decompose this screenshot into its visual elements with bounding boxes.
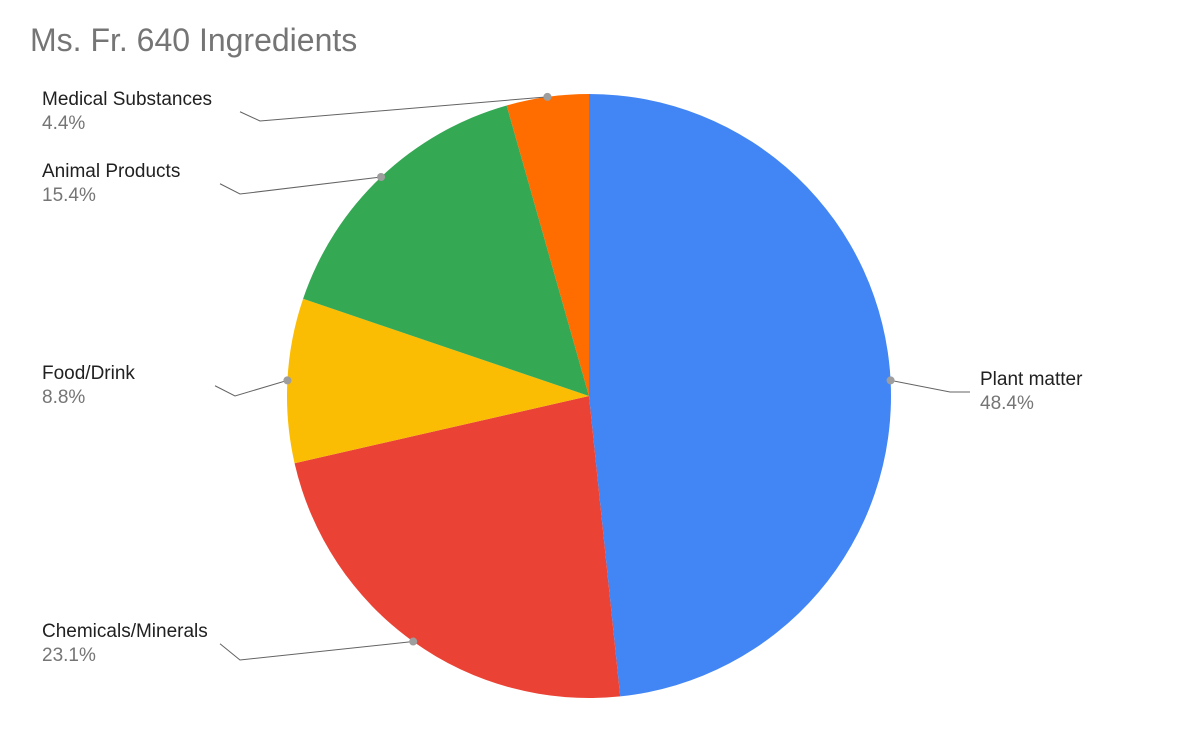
slice-label-pct: 15.4% <box>42 184 292 208</box>
slice-label-name: Food/Drink <box>42 362 292 386</box>
slice-label-pct: 23.1% <box>42 644 292 668</box>
slice-label-name: Medical Substances <box>42 88 292 112</box>
pie-slice <box>589 94 891 696</box>
slice-label-pct: 4.4% <box>42 112 292 136</box>
leader-endpoint-icon <box>377 173 385 181</box>
slice-label-name: Animal Products <box>42 160 292 184</box>
slice-label-pct: 8.8% <box>42 386 292 410</box>
slice-label: Chemicals/Minerals23.1% <box>42 620 292 668</box>
leader-endpoint-icon <box>543 93 551 101</box>
leader-line <box>891 380 970 392</box>
slice-label-pct: 48.4% <box>980 392 1200 416</box>
slice-label: Animal Products15.4% <box>42 160 292 208</box>
leader-endpoint-icon <box>409 638 417 646</box>
slice-label: Plant matter48.4% <box>980 368 1200 416</box>
slice-label: Food/Drink8.8% <box>42 362 292 410</box>
slice-label-name: Plant matter <box>980 368 1200 392</box>
leader-endpoint-icon <box>887 376 895 384</box>
pie-chart-container: Ms. Fr. 640 Ingredients Plant matter48.4… <box>0 0 1200 742</box>
slice-label-name: Chemicals/Minerals <box>42 620 292 644</box>
slice-label: Medical Substances4.4% <box>42 88 292 136</box>
